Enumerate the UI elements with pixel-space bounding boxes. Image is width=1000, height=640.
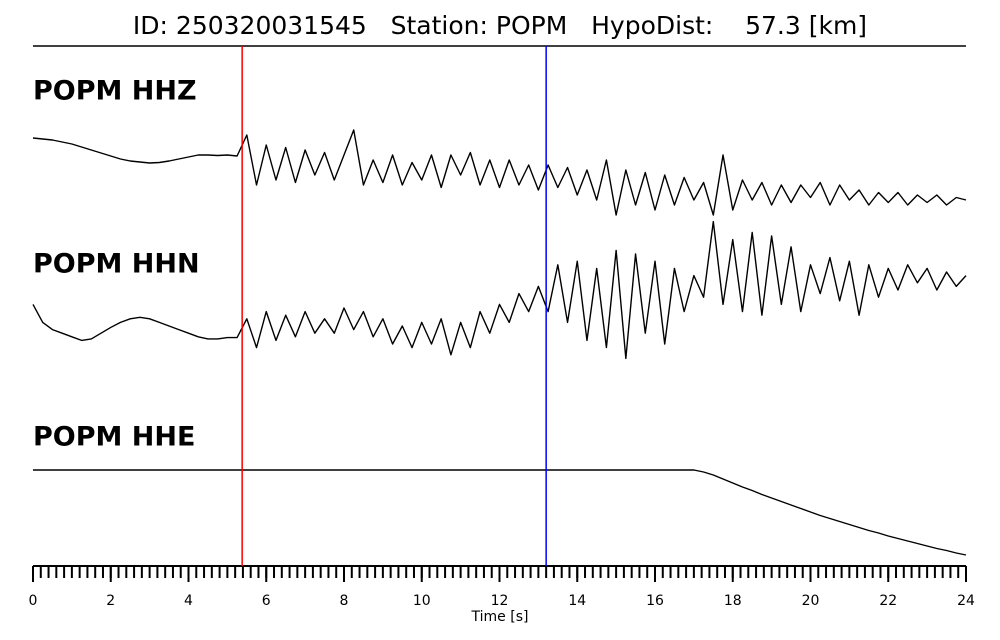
x-tick-label: 16: [646, 593, 664, 609]
x-tick-label: 4: [184, 593, 193, 609]
chart-title: ID: 250320031545 Station: POPM HypoDist:…: [133, 11, 867, 40]
x-tick-label: 18: [724, 593, 742, 609]
x-tick-label: 8: [340, 593, 349, 609]
waveform: [32, 129, 967, 216]
x-tick-label: 22: [879, 593, 897, 609]
trace-label: POPM HHZ: [33, 76, 197, 107]
waveform: [33, 469, 967, 556]
x-tick-label: 14: [568, 593, 586, 609]
waveform: [32, 220, 967, 360]
x-tick-label: 24: [957, 593, 975, 609]
trace-label: POPM HHE: [33, 422, 195, 453]
x-tick-label: 10: [413, 593, 431, 609]
x-tick-label: 20: [802, 593, 820, 609]
trace-label: POPM HHN: [33, 249, 200, 280]
x-tick-label: 6: [262, 593, 271, 609]
x-axis-label: Time [s]: [471, 609, 529, 625]
x-tick-label: 0: [29, 593, 38, 609]
x-tick-label: 2: [106, 593, 115, 609]
x-tick-label: 12: [491, 593, 509, 609]
